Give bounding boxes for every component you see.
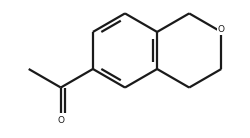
Text: O: O (57, 116, 64, 125)
Text: O: O (218, 25, 225, 34)
